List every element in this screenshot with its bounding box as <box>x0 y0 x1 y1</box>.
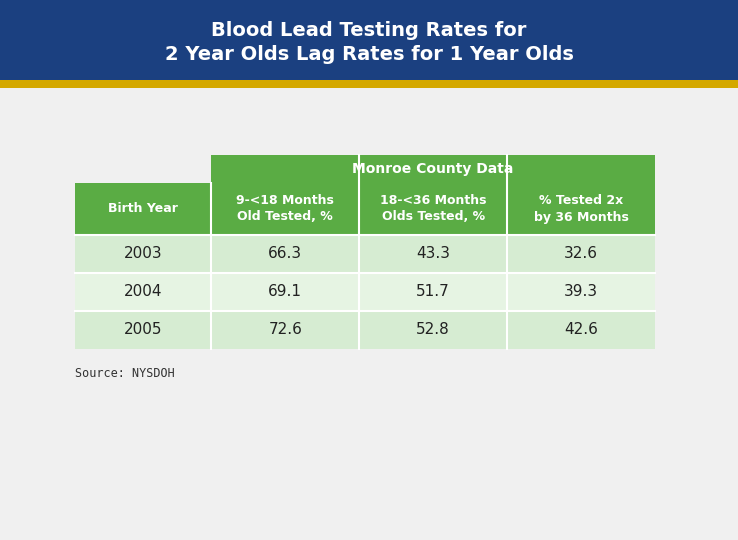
Text: Blood Lead Testing Rates for: Blood Lead Testing Rates for <box>211 21 527 39</box>
Text: 51.7: 51.7 <box>416 285 450 300</box>
Text: 72.6: 72.6 <box>269 322 302 338</box>
Text: 2003: 2003 <box>124 246 162 261</box>
Text: 2 Year Olds Lag Rates for 1 Year Olds: 2 Year Olds Lag Rates for 1 Year Olds <box>165 44 573 64</box>
FancyBboxPatch shape <box>0 0 738 80</box>
Text: 69.1: 69.1 <box>268 285 303 300</box>
Text: 52.8: 52.8 <box>416 322 450 338</box>
Text: 18-<36 Months
Olds Tested, %: 18-<36 Months Olds Tested, % <box>380 194 486 224</box>
Text: Monroe County Data: Monroe County Data <box>353 162 514 176</box>
Text: Source: NYSDOH: Source: NYSDOH <box>75 367 175 380</box>
Text: % Tested 2x
by 36 Months: % Tested 2x by 36 Months <box>534 194 629 224</box>
Text: 39.3: 39.3 <box>564 285 598 300</box>
Text: 42.6: 42.6 <box>564 322 598 338</box>
FancyBboxPatch shape <box>0 80 738 88</box>
Text: 9-<18 Months
Old Tested, %: 9-<18 Months Old Tested, % <box>236 194 334 224</box>
Text: 43.3: 43.3 <box>416 246 450 261</box>
FancyBboxPatch shape <box>211 155 655 183</box>
FancyBboxPatch shape <box>75 183 655 235</box>
Text: 32.6: 32.6 <box>564 246 598 261</box>
FancyBboxPatch shape <box>75 273 655 311</box>
Text: 2005: 2005 <box>124 322 162 338</box>
FancyBboxPatch shape <box>75 235 655 273</box>
FancyBboxPatch shape <box>75 311 655 349</box>
Text: 66.3: 66.3 <box>268 246 303 261</box>
Text: 2004: 2004 <box>124 285 162 300</box>
Text: Birth Year: Birth Year <box>108 202 178 215</box>
